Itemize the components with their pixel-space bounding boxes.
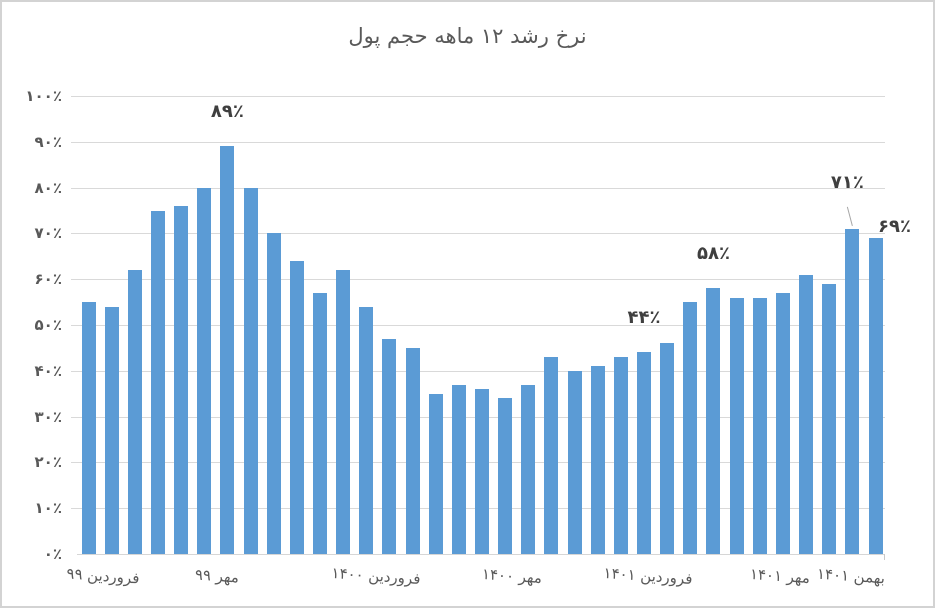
bar	[799, 274, 814, 554]
y-tick-mark	[71, 233, 77, 235]
bar	[498, 398, 513, 554]
bar	[197, 187, 212, 554]
y-tick-mark	[71, 96, 77, 97]
y-tick-label: ۶۰٪	[34, 270, 62, 289]
y-tick-label: ۲۰٪	[34, 453, 62, 472]
y-tick-label: ۱۰۰٪	[25, 87, 62, 105]
chart-title: نرخ رشد ۱۲ ماهه حجم پول	[348, 24, 587, 48]
bar	[359, 306, 374, 554]
y-tick-label: ۴۰٪	[34, 361, 62, 380]
bar	[775, 292, 790, 554]
bar	[752, 297, 767, 554]
bar	[405, 347, 420, 554]
x-tick-label: فروردین ۱۴۰۰	[331, 563, 422, 589]
y-tick-mark	[71, 187, 77, 189]
y-tick-label: ۸۰٪	[34, 178, 62, 197]
gridline	[77, 187, 885, 189]
x-tick-label: فروردین ۱۴۰۱	[602, 563, 694, 589]
bar	[150, 210, 165, 554]
bar	[868, 237, 883, 554]
bar	[590, 366, 605, 554]
bar	[613, 357, 628, 554]
bar	[220, 146, 235, 554]
bar	[243, 187, 258, 554]
gridline	[77, 370, 885, 372]
y-tick-mark	[71, 416, 77, 418]
y-tick-mark	[71, 325, 77, 326]
bar	[81, 302, 96, 554]
y-tick-label: ۷۰٪	[34, 224, 62, 243]
y-tick-mark	[71, 508, 77, 510]
bar	[845, 228, 860, 554]
plot-area: ۸۹٪ ۴۴٪ ۵۸٪ ۷۱٪ ۶۹٪	[71, 96, 911, 560]
y-tick-mark	[71, 141, 77, 143]
bar	[637, 352, 652, 554]
y-tick-label: ۳۰٪	[34, 407, 62, 426]
bar	[706, 288, 721, 554]
bar	[382, 338, 397, 554]
y-tick-label: ۰٪	[43, 545, 62, 563]
data-label: ۸۹٪	[210, 101, 244, 123]
y-tick-mark	[71, 279, 77, 281]
bar	[660, 343, 675, 554]
bar	[822, 283, 837, 554]
gridline	[77, 325, 885, 326]
bar	[266, 233, 281, 554]
data-label: ۵۸٪	[696, 243, 730, 265]
bar	[289, 260, 304, 554]
data-label: ۶۹٪	[878, 215, 911, 237]
bar	[729, 297, 744, 554]
x-axis-end-tick	[884, 554, 885, 560]
bar	[336, 270, 351, 554]
bar	[451, 384, 466, 554]
leader-line	[846, 206, 853, 226]
bar	[174, 205, 189, 554]
data-label: ۴۴٪	[627, 307, 661, 329]
gridline	[77, 233, 885, 235]
x-tick-label: مهر ۱۴۰۰	[481, 564, 543, 588]
bar	[104, 306, 119, 554]
y-tick-label: ۱۰٪	[34, 499, 62, 518]
bar	[567, 370, 582, 554]
bar	[683, 302, 698, 554]
bar	[475, 389, 489, 554]
gridline	[77, 141, 885, 143]
y-tick-label: ۵۰٪	[34, 316, 62, 334]
data-label: ۷۱٪	[830, 171, 864, 193]
gridline	[77, 279, 885, 281]
y-tick-label: ۹۰٪	[34, 132, 62, 151]
y-tick-mark	[71, 370, 77, 372]
y-tick-mark	[71, 462, 77, 464]
gridline	[77, 96, 885, 97]
bar	[544, 357, 559, 554]
bar	[428, 393, 443, 554]
bar	[127, 270, 142, 554]
bar	[521, 384, 536, 554]
bar	[312, 292, 327, 554]
